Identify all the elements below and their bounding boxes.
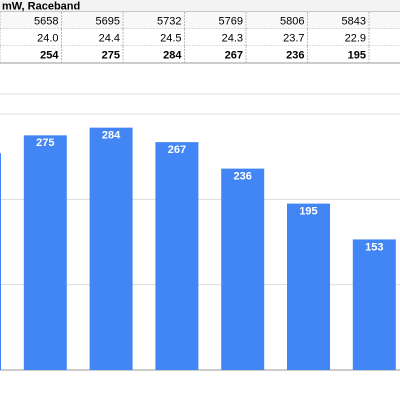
bar bbox=[23, 135, 67, 370]
cell-text: 5806 bbox=[280, 15, 304, 27]
cell-text: 195 bbox=[348, 49, 366, 61]
title-row bbox=[0, 0, 400, 12]
table-row bbox=[0, 29, 400, 46]
cell-text: 24.0 bbox=[37, 32, 58, 44]
cell-text: 5769 bbox=[219, 15, 243, 27]
table-row bbox=[0, 12, 400, 29]
cell-text: 267 bbox=[225, 49, 243, 61]
sheet-title: mW, Raceband bbox=[2, 0, 80, 12]
data-label: 236 bbox=[234, 171, 252, 183]
bar bbox=[287, 203, 330, 370]
bar bbox=[89, 127, 133, 370]
cell-text: 5695 bbox=[96, 15, 120, 27]
data-label: 284 bbox=[102, 130, 121, 142]
cell-text: 236 bbox=[286, 49, 304, 61]
data-label: 275 bbox=[36, 137, 54, 149]
cell-text: 23.7 bbox=[283, 32, 304, 44]
cell-text: 24.4 bbox=[99, 32, 120, 44]
bar bbox=[221, 168, 265, 370]
bar bbox=[0, 153, 1, 370]
bar bbox=[352, 239, 396, 370]
cell-text: 284 bbox=[163, 49, 182, 61]
cell-text: 22.9 bbox=[345, 32, 366, 44]
cell-text: 24.5 bbox=[160, 32, 181, 44]
cell-text: 5658 bbox=[34, 15, 58, 27]
cell-text: 275 bbox=[102, 49, 120, 61]
table-row bbox=[0, 46, 400, 63]
bar bbox=[155, 142, 199, 370]
data-label: 267 bbox=[168, 144, 186, 156]
cell-text: 24.3 bbox=[222, 32, 243, 44]
data-label: 153 bbox=[365, 241, 383, 253]
cell-text: 254 bbox=[40, 49, 59, 61]
cell-text: 5843 bbox=[342, 15, 366, 27]
data-label: 195 bbox=[299, 206, 317, 218]
cell-text: 5732 bbox=[157, 15, 181, 27]
